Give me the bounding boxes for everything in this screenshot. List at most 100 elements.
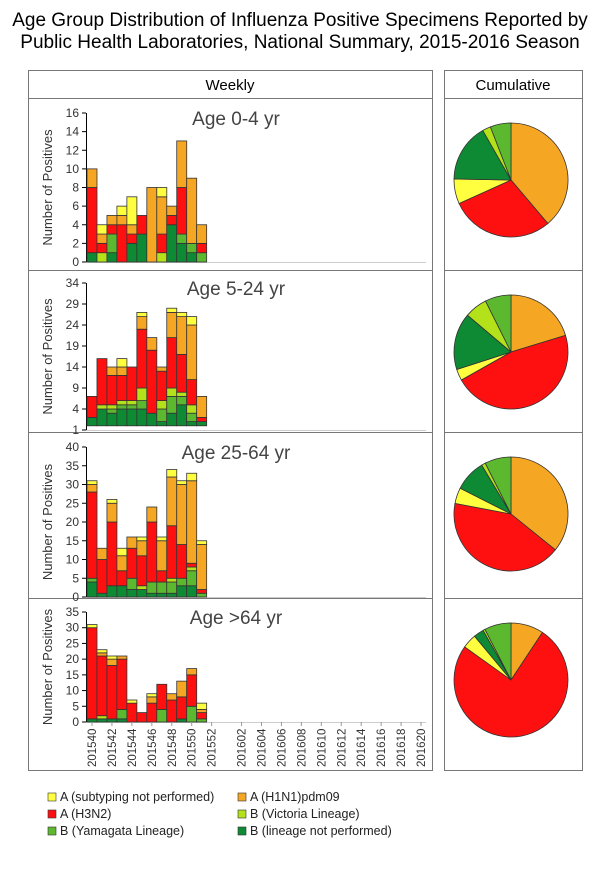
bar-segment	[186, 585, 198, 598]
bar-segment	[126, 404, 138, 410]
bar-segment	[196, 712, 208, 720]
bar-segment	[86, 252, 98, 263]
bar-segment	[146, 696, 158, 704]
bar-segment	[156, 252, 168, 263]
pie-slice	[453, 314, 512, 370]
legend-swatch	[237, 792, 247, 802]
bar-segment	[106, 374, 118, 406]
y-tick-label: 20	[66, 515, 80, 529]
bar-segment	[156, 683, 168, 710]
bar-segment	[196, 395, 208, 418]
bar-segment	[116, 215, 128, 226]
bar-segment	[156, 421, 168, 427]
bar-segment	[96, 559, 108, 594]
bar-segment	[136, 400, 148, 410]
bar-segment	[176, 585, 188, 598]
y-tick-label: 8	[72, 181, 79, 195]
x-tick-label: 201604	[256, 728, 268, 767]
y-axis-label: Number of Positives	[40, 463, 55, 580]
y-tick-label: 30	[66, 478, 80, 492]
bar-segment	[136, 585, 148, 590]
bar-segment	[106, 585, 118, 598]
bar-segment	[106, 408, 118, 414]
bar-segment	[186, 566, 198, 572]
x-tick-label: 201620	[416, 729, 428, 767]
legend-label: A (H1N1)pdm09	[250, 790, 340, 804]
bar-segment	[96, 233, 108, 244]
bar-segment	[136, 215, 148, 235]
bar-segment	[166, 337, 178, 389]
y-tick-label: 10	[66, 162, 80, 176]
bar-segment	[86, 624, 98, 629]
bar-segment	[106, 412, 118, 427]
bar-segment	[86, 187, 98, 254]
bar-segment	[136, 712, 148, 723]
y-tick-label: 5	[72, 699, 79, 713]
bar-segment	[176, 233, 188, 244]
bar-segment	[96, 404, 108, 410]
panel-title: Age >64 yr	[190, 608, 283, 629]
bar-segment	[196, 718, 208, 723]
bar-segment	[116, 709, 128, 720]
bar-segment	[166, 699, 178, 723]
bar-segment	[186, 705, 198, 723]
bar-segment	[96, 655, 108, 717]
y-tick-label: 19	[66, 339, 80, 353]
bar-segment	[186, 404, 198, 414]
bar-segment	[116, 358, 128, 368]
bar-segment	[106, 502, 118, 523]
bar-segment	[126, 233, 138, 244]
panel-title: Age 25-64 yr	[182, 443, 291, 464]
bar-segment	[96, 592, 108, 598]
bar-segment	[116, 655, 128, 660]
bar-segment	[186, 177, 198, 244]
bar-segment	[126, 408, 138, 427]
bar-segment	[176, 544, 188, 579]
bar-segment	[196, 592, 208, 598]
x-tick-label: 201608	[296, 729, 308, 767]
y-tick-label: 4	[72, 218, 79, 232]
x-tick-label: 201616	[376, 729, 388, 767]
pie-slice	[510, 122, 569, 225]
bar-segment	[96, 252, 108, 263]
bar-segment	[196, 421, 208, 427]
bar-segment	[146, 581, 158, 594]
legend-swatch	[47, 826, 57, 836]
x-tick-label: 201552	[207, 729, 219, 767]
bar-segment	[176, 242, 188, 263]
bar-segment	[196, 416, 208, 422]
bar-segment	[156, 370, 168, 402]
panel-title: Age 0-4 yr	[192, 109, 280, 130]
bar-segment	[136, 555, 148, 587]
bar-segment	[106, 655, 118, 660]
bar-segment	[106, 658, 118, 666]
bar-segment	[96, 547, 108, 560]
bar-segment	[86, 416, 98, 427]
bar-segment	[196, 252, 208, 263]
bar-segment	[106, 404, 118, 410]
bar-segment	[186, 480, 198, 564]
bar-segment	[196, 544, 208, 590]
bar-segment	[196, 540, 208, 545]
bar-segment	[186, 379, 198, 406]
y-tick-label: 35	[66, 605, 80, 619]
bar-segment	[176, 404, 188, 427]
bar-segment	[116, 374, 128, 401]
bar-segment	[156, 187, 168, 198]
y-tick-label: 10	[66, 684, 80, 698]
bar-segment	[186, 674, 198, 707]
x-tick-label: 201606	[276, 729, 288, 767]
bar-segment	[126, 589, 138, 598]
bar-segment	[96, 358, 108, 406]
bar-segment	[116, 585, 128, 598]
bar-segment	[96, 242, 108, 254]
y-tick-label: 12	[66, 143, 80, 157]
bar-segment	[136, 316, 148, 330]
y-tick-label: 6	[72, 199, 79, 213]
bar-segment	[176, 480, 188, 485]
pie-slice	[458, 179, 549, 238]
bar-segment	[126, 400, 138, 406]
bar-segment	[156, 196, 168, 235]
bar-segment	[106, 499, 118, 504]
